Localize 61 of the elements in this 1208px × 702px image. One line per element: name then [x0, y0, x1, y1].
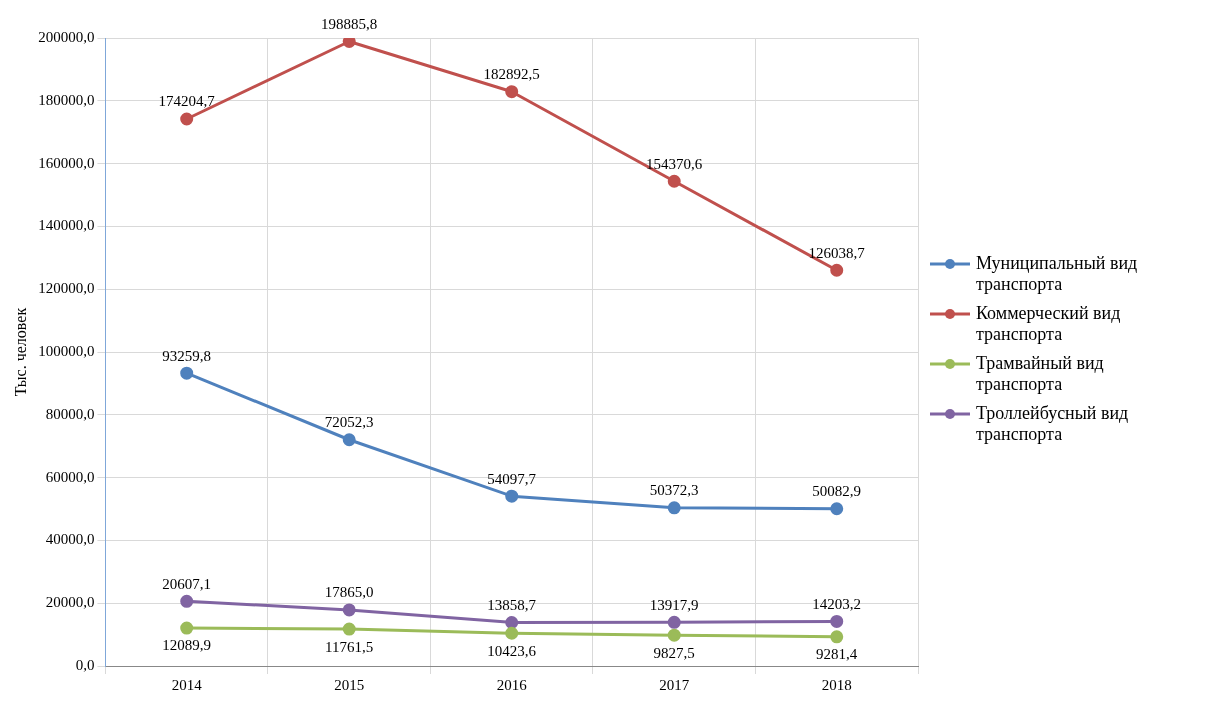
- point: [667, 628, 681, 642]
- y-tick-label: 160000,0: [38, 154, 95, 171]
- x-tick-label: 2016: [496, 676, 528, 693]
- point: [667, 174, 681, 188]
- point: [342, 433, 356, 447]
- point: [180, 621, 194, 635]
- point: [830, 614, 844, 628]
- x-tick-label: 2018: [821, 676, 852, 693]
- y-tick-label: 120000,0: [38, 280, 95, 297]
- y-tick-label: 20000,0: [45, 594, 95, 611]
- point: [830, 502, 844, 516]
- point: [180, 366, 194, 380]
- point: [667, 501, 681, 515]
- point: [342, 603, 356, 617]
- data-label: 50372,3: [649, 482, 699, 499]
- y-tick-label: 0,0: [75, 656, 95, 673]
- x-tick-label: 2017: [659, 676, 690, 693]
- data-label: 17865,0: [324, 584, 374, 601]
- data-label: 93259,8: [162, 347, 212, 364]
- data-label: 13917,9: [649, 596, 699, 613]
- data-label: 14203,2: [812, 595, 862, 612]
- y-tick-label: 200000,0: [38, 28, 95, 45]
- point: [505, 85, 519, 99]
- x-tick-label: 2014: [171, 676, 203, 693]
- point: [505, 615, 519, 629]
- point: [180, 112, 194, 126]
- legend-label: Трамвайный вид транспорта: [976, 353, 1105, 395]
- data-label: 54097,7: [487, 470, 537, 487]
- legend-label: Троллейбусный вид транспорта: [976, 403, 1130, 445]
- data-label: 11761,5: [325, 638, 374, 655]
- y-axis-title: Тыс. человек: [11, 307, 29, 397]
- data-label: 72052,3: [324, 414, 374, 431]
- point: [830, 263, 844, 277]
- data-label: 174204,7: [158, 93, 216, 110]
- point: [667, 615, 681, 629]
- point: [342, 38, 356, 48]
- point: [180, 594, 194, 608]
- y-tick-label: 140000,0: [38, 217, 95, 234]
- data-label: 10423,6: [487, 642, 537, 659]
- legend-label: Муниципальный вид транспорта: [976, 253, 1139, 295]
- legend-label: Коммерческий вид транспорта: [976, 303, 1122, 345]
- y-tick-label: 80000,0: [45, 405, 95, 422]
- y-tick-label: 100000,0: [38, 342, 95, 359]
- data-label: 50082,9: [812, 483, 862, 500]
- data-label: 9827,5: [653, 644, 695, 661]
- y-tick-label: 60000,0: [45, 468, 95, 485]
- point: [505, 489, 519, 503]
- data-label: 13858,7: [487, 596, 537, 613]
- data-label: 12089,9: [162, 637, 212, 654]
- y-tick-label: 180000,0: [38, 91, 95, 108]
- point: [830, 630, 844, 644]
- data-label: 198885,8: [321, 15, 378, 32]
- x-tick-label: 2015: [334, 676, 365, 693]
- data-label: 20607,1: [162, 575, 212, 592]
- point: [505, 626, 519, 640]
- y-tick-label: 40000,0: [45, 531, 95, 548]
- data-label: 9281,4: [816, 646, 858, 663]
- data-label: 126038,7: [808, 244, 866, 261]
- data-label: 154370,6: [646, 155, 703, 172]
- data-label: 182892,5: [483, 66, 540, 83]
- point: [342, 622, 356, 636]
